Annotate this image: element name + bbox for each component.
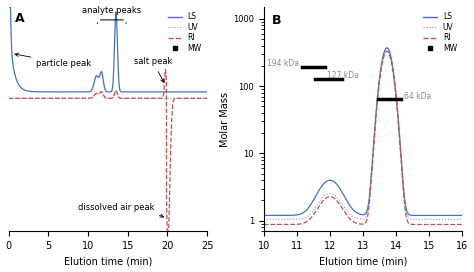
Legend: LS, UV, RI, MW: LS, UV, RI, MW (421, 11, 458, 54)
Y-axis label: Molar Mass: Molar Mass (220, 92, 230, 147)
Text: dissolved air peak: dissolved air peak (78, 203, 164, 217)
X-axis label: Elution time (min): Elution time (min) (64, 256, 152, 267)
Text: 127 kDa: 127 kDa (327, 72, 358, 81)
X-axis label: Elution time (min): Elution time (min) (319, 256, 407, 267)
Legend: LS, UV, RI, MW: LS, UV, RI, MW (166, 11, 203, 54)
Text: 64 kDa: 64 kDa (404, 92, 432, 101)
Text: particle peak: particle peak (15, 53, 91, 68)
Text: analyte peaks: analyte peaks (82, 6, 141, 15)
Text: A: A (15, 11, 24, 24)
Text: salt peak: salt peak (134, 57, 173, 82)
Text: B: B (272, 14, 281, 27)
Text: 194 kDa: 194 kDa (267, 59, 299, 68)
